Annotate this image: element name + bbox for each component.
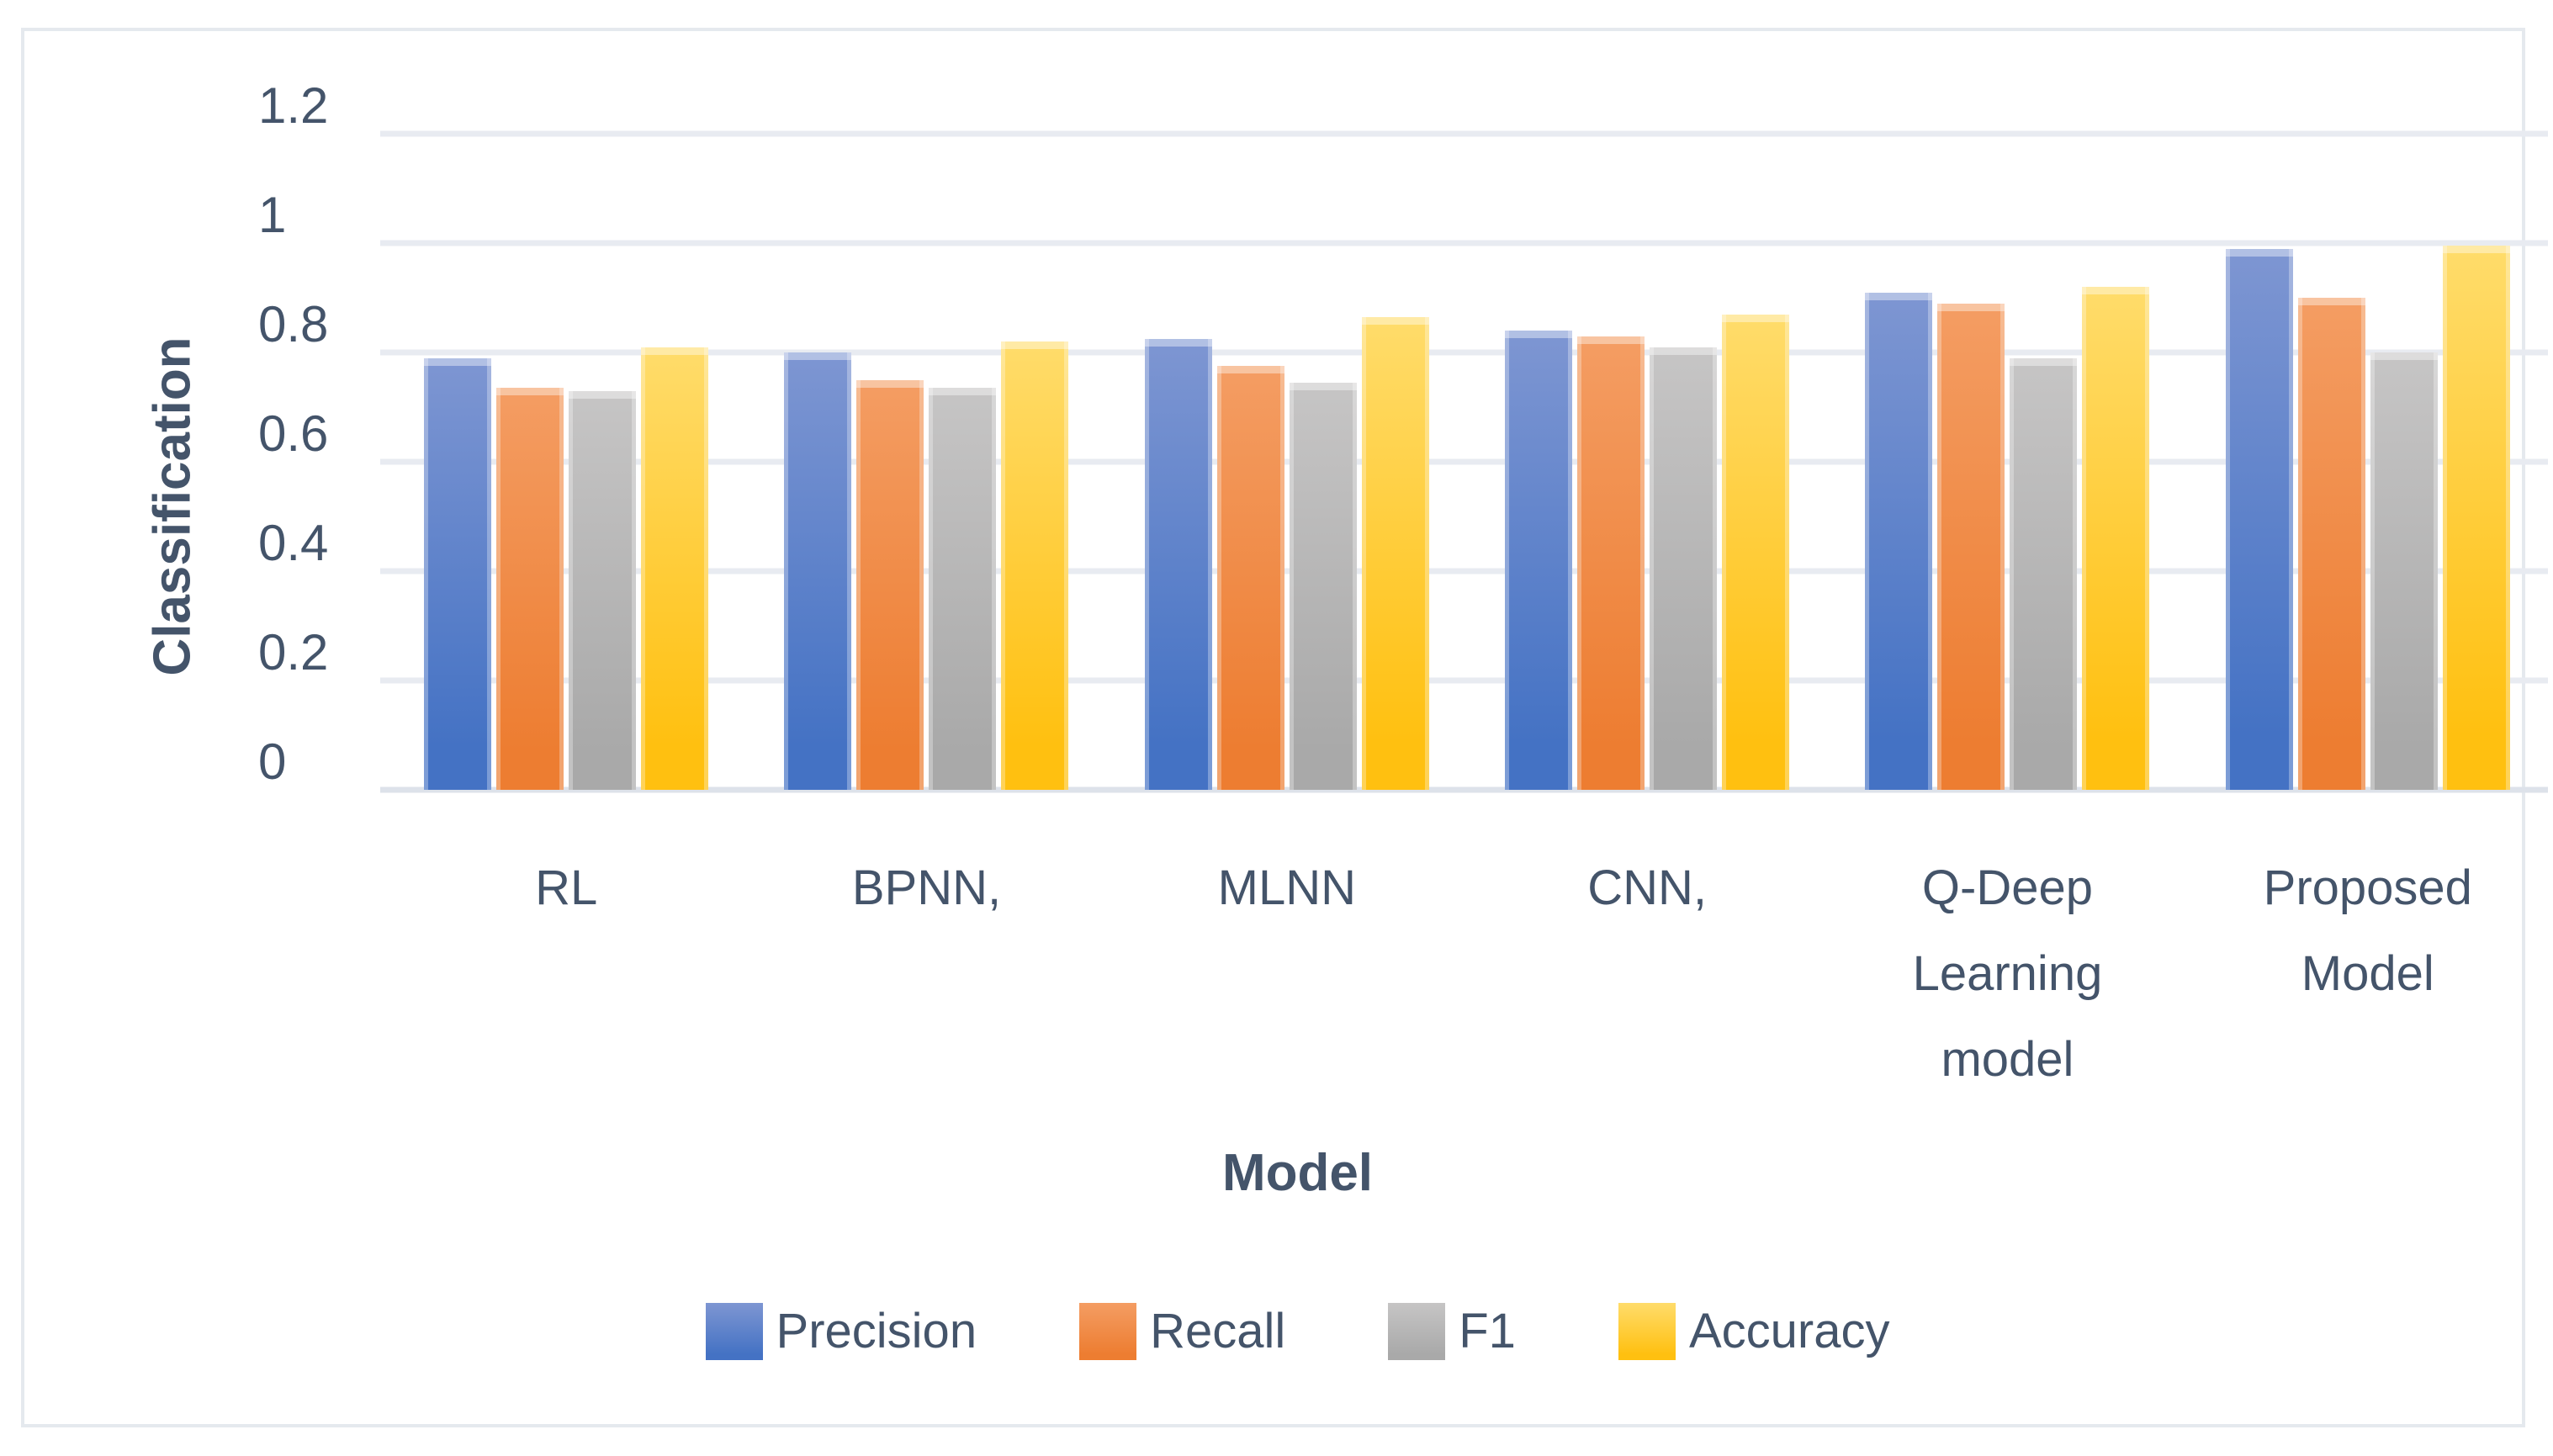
gridline-y-0.2 [380,677,2548,684]
category-label-6: Proposed Model [2263,860,2472,1001]
bar-f1-4 [1650,347,1718,790]
category-label-2: BPNN, [851,860,1002,915]
y-tick-label-0.8: 0.8 [258,296,329,352]
y-tick-label-0.2: 0.2 [258,624,329,680]
bar-recall-1 [496,388,564,790]
bar-precision-4 [1505,331,1573,790]
legend-item-recall: Recall [1079,1303,1285,1360]
bar-group-1 [386,134,746,790]
legend-label-f1: F1 [1459,1304,1516,1358]
x-axis-title: Model [1221,1144,1374,1202]
bar-f1-6 [2370,352,2438,790]
bar-accuracy-3 [1361,316,1429,790]
bar-precision-3 [1144,338,1212,790]
bar-precision-5 [1865,292,1933,790]
bar-f1-2 [929,388,997,790]
bar-accuracy-6 [2442,246,2510,790]
legend-swatch-icon-recall [1079,1303,1137,1360]
bar-group-5 [1827,134,2187,790]
category-label-3: MLNN [1217,860,1356,915]
category-cell-6: Proposed Model [2188,845,2548,1103]
y-tick-label-0: 0 [258,733,287,790]
category-cell-5: Q-Deep Learning model [1827,845,2187,1103]
legend-swatch-icon-accuracy [1618,1303,1676,1360]
y-axis-title: Classification [143,336,202,676]
bar-f1-3 [1289,382,1357,790]
gridline-y-0.4 [380,568,2548,574]
bar-group-2 [746,134,1106,790]
y-tick-label-0.6: 0.6 [258,405,329,462]
y-tick-label-0.4: 0.4 [258,515,329,571]
category-label-1: RL [535,860,598,915]
legend-item-f1: F1 [1388,1303,1516,1360]
bar-groups [386,134,2548,790]
legend-swatch-icon-f1 [1388,1303,1446,1360]
bar-group-6 [2188,134,2548,790]
bar-precision-1 [424,357,492,790]
bar-group-4 [1467,134,1827,790]
legend-label-accuracy: Accuracy [1688,1304,1890,1358]
bar-accuracy-2 [1001,341,1069,790]
legend: Precision Recall F1 Accuracy [45,1303,2550,1360]
bar-precision-6 [2225,248,2293,790]
y-tick-label-1: 1 [258,187,287,243]
bar-f1-5 [2010,357,2078,790]
gridline-y-0.8 [380,349,2548,356]
chart-frame: Classification Model 0 0.2 0.4 0.6 0.8 1 1.2 R… [21,28,2548,1427]
y-tick-label-1.2: 1.2 [258,77,329,134]
category-cell-3: MLNN [1107,845,1467,1103]
bar-recall-3 [1216,366,1284,790]
category-cell-1: RL [386,845,746,1103]
gridline-y-1 [380,240,2548,246]
legend-label-recall: Recall [1150,1304,1286,1358]
category-cell-2: BPNN, [746,845,1106,1103]
legend-item-accuracy: Accuracy [1618,1303,1890,1360]
plot-area [380,130,2548,793]
category-label-4: CNN, [1587,860,1708,915]
bar-recall-4 [1577,336,1645,790]
bar-accuracy-5 [2082,287,2150,790]
x-category-labels: RL BPNN, MLNN CNN, Q-Deep Learning model Prop… [386,845,2548,1103]
x-axis-line [380,786,2548,793]
gridline-y-1.2 [380,130,2548,137]
bar-recall-6 [2297,298,2365,790]
bar-recall-2 [856,379,924,790]
legend-swatch-icon-precision [705,1303,763,1360]
bar-group-3 [1107,134,1467,790]
bar-accuracy-4 [1722,314,1790,790]
legend-label-precision: Precision [776,1304,977,1358]
bar-f1-1 [569,390,637,790]
gridline-y-0.6 [380,458,2548,465]
bar-recall-5 [1937,303,2005,790]
category-cell-4: CNN, [1467,845,1827,1103]
category-label-5: Q-Deep Learning model [1912,860,2103,1087]
bar-accuracy-1 [641,347,709,790]
legend-item-precision: Precision [705,1303,977,1360]
bar-precision-2 [784,352,852,790]
